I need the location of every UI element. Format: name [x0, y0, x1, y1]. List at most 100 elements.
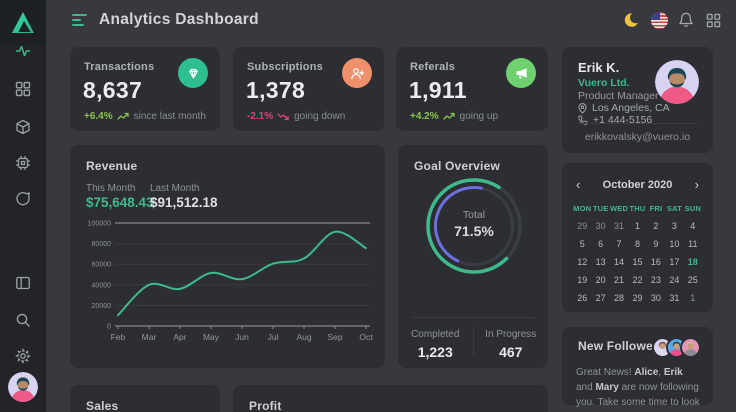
notifications-button[interactable] — [677, 11, 695, 29]
logo-triangle-icon — [12, 12, 34, 33]
sidebar-item-settings[interactable] — [15, 348, 31, 364]
menu-toggle-icon[interactable] — [72, 14, 87, 26]
stat-value: 8,637 — [83, 77, 143, 103]
user-plus-icon — [342, 58, 372, 88]
stat-card-subscriptions: Subscriptions 1,378 -2.1% going down — [233, 47, 384, 131]
calendar-day[interactable]: 25 — [687, 275, 698, 285]
this-month-value: $75,648.43 — [86, 195, 154, 210]
us-flag-icon — [650, 11, 668, 29]
gauge-arc-secondary — [434, 186, 514, 266]
calendar-day[interactable]: 11 — [688, 239, 698, 249]
language-selector[interactable] — [650, 11, 668, 29]
calendar-next-button[interactable]: › — [694, 177, 699, 192]
gauge-center-value: 71.5% — [454, 223, 494, 239]
calendar-day[interactable]: 13 — [595, 257, 606, 267]
gauge-arc-primary — [426, 178, 522, 274]
calendar-day[interactable]: 27 — [595, 293, 606, 303]
follower-avatar-mary[interactable] — [680, 337, 701, 358]
calendar-day[interactable]: 30 — [650, 293, 661, 303]
bell-icon — [679, 12, 693, 27]
settings-gear-icon — [15, 348, 31, 364]
app-logo[interactable] — [0, 0, 46, 46]
calendar-day[interactable]: 28 — [614, 293, 625, 303]
calendar-day-header: WED — [610, 204, 629, 213]
calendar-day[interactable]: 23 — [650, 275, 661, 285]
calendar-day[interactable]: 21 — [614, 275, 625, 285]
dark-mode-toggle[interactable] — [623, 11, 641, 29]
calendar-day[interactable]: 24 — [669, 275, 680, 285]
calendar-day[interactable]: 14 — [614, 257, 625, 267]
stat-value: 1,911 — [409, 77, 467, 103]
calendar-day[interactable]: 26 — [577, 293, 588, 303]
diamond-icon — [178, 58, 208, 88]
stat-value: 1,378 — [246, 77, 306, 103]
calendar-day[interactable]: 18 — [687, 257, 698, 267]
follower-name: Mary — [595, 382, 619, 393]
revenue-chart[interactable]: 0 20000 40000 60000 80000 100000 Feb Mar Apr May J… — [78, 211, 378, 351]
sidebar-item-activity[interactable] — [15, 43, 31, 59]
sales-card: Sales — [70, 385, 220, 412]
calendar-day-header: SUN — [684, 204, 701, 213]
profile-avatar[interactable] — [655, 60, 699, 104]
calendar-day[interactable]: 6 — [598, 239, 604, 249]
in-progress-label: In Progress — [485, 329, 537, 340]
calendar-day[interactable]: 30 — [595, 221, 606, 231]
svg-text:Oct: Oct — [359, 332, 373, 342]
svg-text:Aug: Aug — [296, 332, 311, 342]
calendar-day[interactable]: 7 — [616, 239, 622, 249]
sidebar-item-dashboard[interactable] — [15, 81, 31, 97]
calendar-day[interactable]: 31 — [669, 293, 680, 303]
svg-text:20000: 20000 — [92, 303, 112, 310]
calendar-day[interactable]: 29 — [577, 221, 588, 231]
cpu-chip-icon — [16, 156, 30, 170]
apps-menu-button[interactable] — [704, 11, 722, 29]
sidebar-item-messages[interactable] — [15, 191, 31, 207]
sidebar-item-components[interactable] — [15, 155, 31, 171]
profile-email[interactable]: erikkovalsky@vuero.io — [584, 131, 691, 143]
svg-text:100000: 100000 — [88, 221, 111, 228]
calendar-day[interactable]: 31 — [614, 221, 625, 231]
stat-label: Referals — [410, 61, 456, 73]
svg-text:Feb: Feb — [111, 332, 126, 342]
calendar-day[interactable]: 2 — [653, 221, 659, 231]
calendar-day[interactable]: 16 — [650, 257, 661, 267]
svg-text:60000: 60000 — [92, 262, 112, 269]
profile-avatar-icon — [655, 60, 699, 104]
sidebar-item-packages[interactable] — [15, 119, 31, 135]
calendar-day[interactable]: 19 — [577, 275, 588, 285]
profile-company[interactable]: Vuero Ltd. — [578, 77, 630, 89]
stat-card-referals: Referals 1,911 +4.2% going up — [396, 47, 548, 131]
calendar-day[interactable]: 20 — [595, 275, 606, 285]
calendar-day-header: SAT — [666, 204, 682, 213]
calendar-day[interactable]: 4 — [690, 221, 696, 231]
sidebar-item-layouts[interactable] — [15, 275, 31, 291]
completed-label: Completed — [411, 329, 460, 340]
calendar-day[interactable]: 9 — [653, 239, 659, 249]
calendar-day[interactable]: 1 — [690, 293, 696, 303]
calendar-prev-button[interactable]: ‹ — [576, 177, 581, 192]
svg-text:Jul: Jul — [268, 332, 279, 342]
calendar-day[interactable]: 15 — [632, 257, 643, 267]
stat-delta: -2.1% — [247, 111, 274, 122]
stat-label: Subscriptions — [247, 61, 323, 73]
calendar-day[interactable]: 10 — [669, 239, 680, 249]
divider — [578, 123, 697, 124]
followers-title: New Followers — [578, 339, 665, 353]
sidebar-user-avatar[interactable] — [8, 372, 38, 402]
calendar-day[interactable]: 12 — [577, 257, 588, 267]
trend-down-icon — [277, 113, 289, 121]
calendar-day[interactable]: 22 — [632, 275, 643, 285]
stat-label: Transactions — [84, 61, 155, 73]
calendar-card: ‹ October 2020 › MON TUE WED THU FRI SAT SUN 29… — [562, 163, 713, 312]
calendar-day[interactable]: 29 — [632, 293, 643, 303]
sidebar-item-search[interactable] — [15, 312, 31, 328]
calendar-day[interactable]: 3 — [671, 221, 677, 231]
calendar-day[interactable]: 8 — [634, 239, 640, 249]
calendar-day[interactable]: 17 — [669, 257, 680, 267]
svg-text:80000: 80000 — [92, 241, 112, 248]
calendar-day[interactable]: 1 — [634, 221, 640, 231]
stat-card-transactions: Transactions 8,637 +6.4% since last mont… — [70, 47, 220, 131]
user-avatar-icon — [8, 372, 38, 402]
svg-text:Sep: Sep — [327, 332, 342, 342]
calendar-day[interactable]: 5 — [579, 239, 585, 249]
